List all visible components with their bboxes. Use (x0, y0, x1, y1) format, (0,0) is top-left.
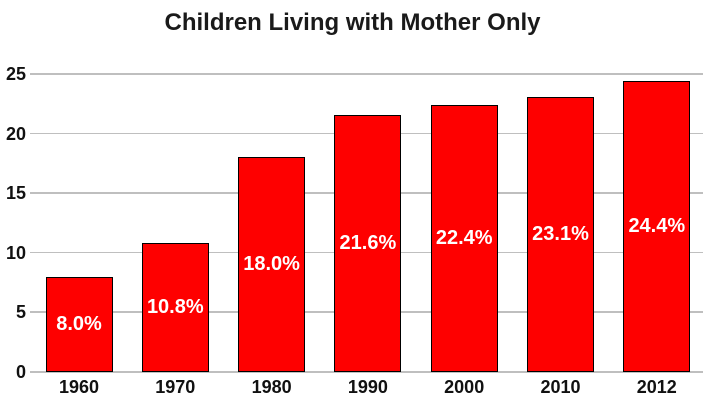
x-axis-tick-label: 2000 (444, 377, 485, 397)
bar-1960: 8.0% (45, 276, 113, 372)
x-axis-tick-label: 1980 (251, 377, 292, 397)
x-axis-tick-label: 2012 (636, 377, 677, 397)
bar-value-label: 8.0% (56, 312, 102, 335)
bar-value-label: 22.4% (435, 226, 493, 249)
bar-1990: 21.6% (334, 114, 402, 372)
y-axis-tick-label: 0 (15, 362, 26, 382)
bar-value-label: 23.1% (532, 222, 589, 245)
bar-2012: 24.4% (623, 81, 691, 372)
bar-2010: 23.1% (527, 96, 594, 372)
y-axis-tick-label: 15 (5, 183, 26, 204)
bar-value-label: 24.4% (628, 215, 686, 238)
gridline (30, 73, 703, 75)
bar-value-label: 18.0% (243, 253, 300, 276)
bar-1980: 18.0% (238, 157, 306, 372)
chart-title: Children Living with Mother Only (164, 9, 541, 36)
y-axis-tick-label: 25 (5, 64, 26, 84)
y-axis-tick-label: 5 (15, 302, 26, 323)
y-axis-tick-label: 10 (5, 242, 26, 263)
x-axis-tick-label: 1970 (155, 377, 196, 397)
bar-value-label: 21.6% (339, 231, 397, 254)
x-axis-tick-label: 2010 (540, 377, 581, 397)
x-axis-tick-label: 1990 (347, 377, 388, 397)
y-axis-tick-label: 20 (5, 123, 26, 144)
bar-1970: 10.8% (141, 243, 209, 372)
x-axis-tick-label: 1960 (58, 377, 100, 397)
bar-2000: 22.4% (430, 104, 498, 372)
bar-value-label: 10.8% (146, 296, 204, 319)
